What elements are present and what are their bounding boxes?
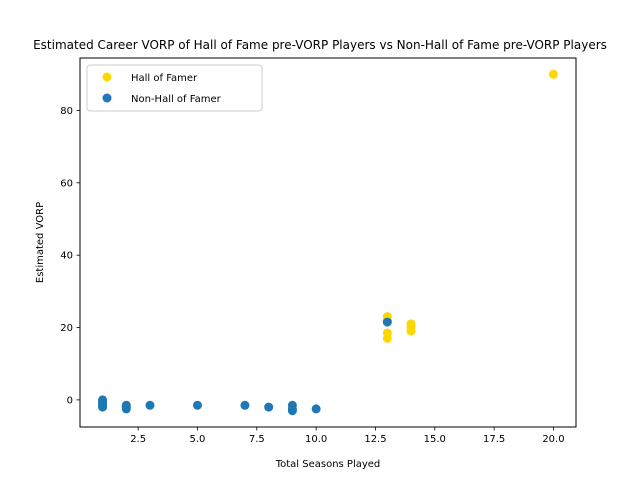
x-tick-label: 2.5 bbox=[130, 434, 146, 445]
hall-of-famer-point bbox=[382, 333, 392, 343]
non-hall-of-famer-point bbox=[145, 400, 155, 410]
y-tick-label: 80 bbox=[60, 106, 73, 117]
chart-title: Estimated Career VORP of Hall of Fame pr… bbox=[33, 38, 607, 52]
y-axis: 0 20 40 60 80 bbox=[60, 106, 80, 406]
legend-marker-non-hall-of-famer bbox=[102, 93, 112, 103]
axes-frame bbox=[79, 57, 577, 428]
y-tick-label: 0 bbox=[67, 395, 73, 406]
x-tick-label: 15.0 bbox=[424, 434, 446, 445]
y-tick-label: 20 bbox=[60, 323, 73, 334]
hall-of-famer-point bbox=[548, 69, 558, 79]
non-hall-of-famer-point bbox=[98, 402, 108, 412]
x-tick-label: 10.0 bbox=[305, 434, 327, 445]
y-axis-label: Estimated VORP bbox=[35, 202, 46, 283]
hall-of-famer-point bbox=[406, 326, 416, 336]
y-tick-label: 60 bbox=[60, 178, 73, 189]
non-hall-of-famer-point bbox=[311, 404, 321, 414]
legend-marker-hall-of-famer bbox=[102, 72, 112, 82]
non-hall-of-famer-point bbox=[382, 317, 392, 327]
legend-box bbox=[86, 64, 263, 112]
legend: Hall of Famer Non-Hall of Famer bbox=[86, 64, 263, 112]
legend-label-non-hall-of-famer: Non-Hall of Famer bbox=[131, 94, 222, 105]
plot-area bbox=[98, 69, 558, 416]
x-tick-label: 12.5 bbox=[364, 434, 386, 445]
non-hall-of-famer-point bbox=[121, 404, 131, 414]
non-hall-of-famer-point bbox=[264, 402, 274, 412]
non-hall-of-famer-point bbox=[192, 400, 202, 410]
x-tick-label: 5.0 bbox=[190, 434, 206, 445]
legend-label-hall-of-famer: Hall of Famer bbox=[131, 73, 198, 84]
x-tick-label: 17.5 bbox=[483, 434, 505, 445]
x-tick-label: 7.5 bbox=[249, 434, 265, 445]
non-hall-of-famer-point bbox=[240, 400, 250, 410]
x-tick-label: 20.0 bbox=[542, 434, 564, 445]
y-tick-label: 40 bbox=[60, 251, 73, 262]
x-axis: 2.5 5.0 7.5 10.0 12.5 15.0 17.5 20.0 bbox=[130, 427, 565, 445]
non-hall-of-famer-point bbox=[287, 406, 297, 416]
x-axis-label: Total Seasons Played bbox=[275, 459, 381, 470]
